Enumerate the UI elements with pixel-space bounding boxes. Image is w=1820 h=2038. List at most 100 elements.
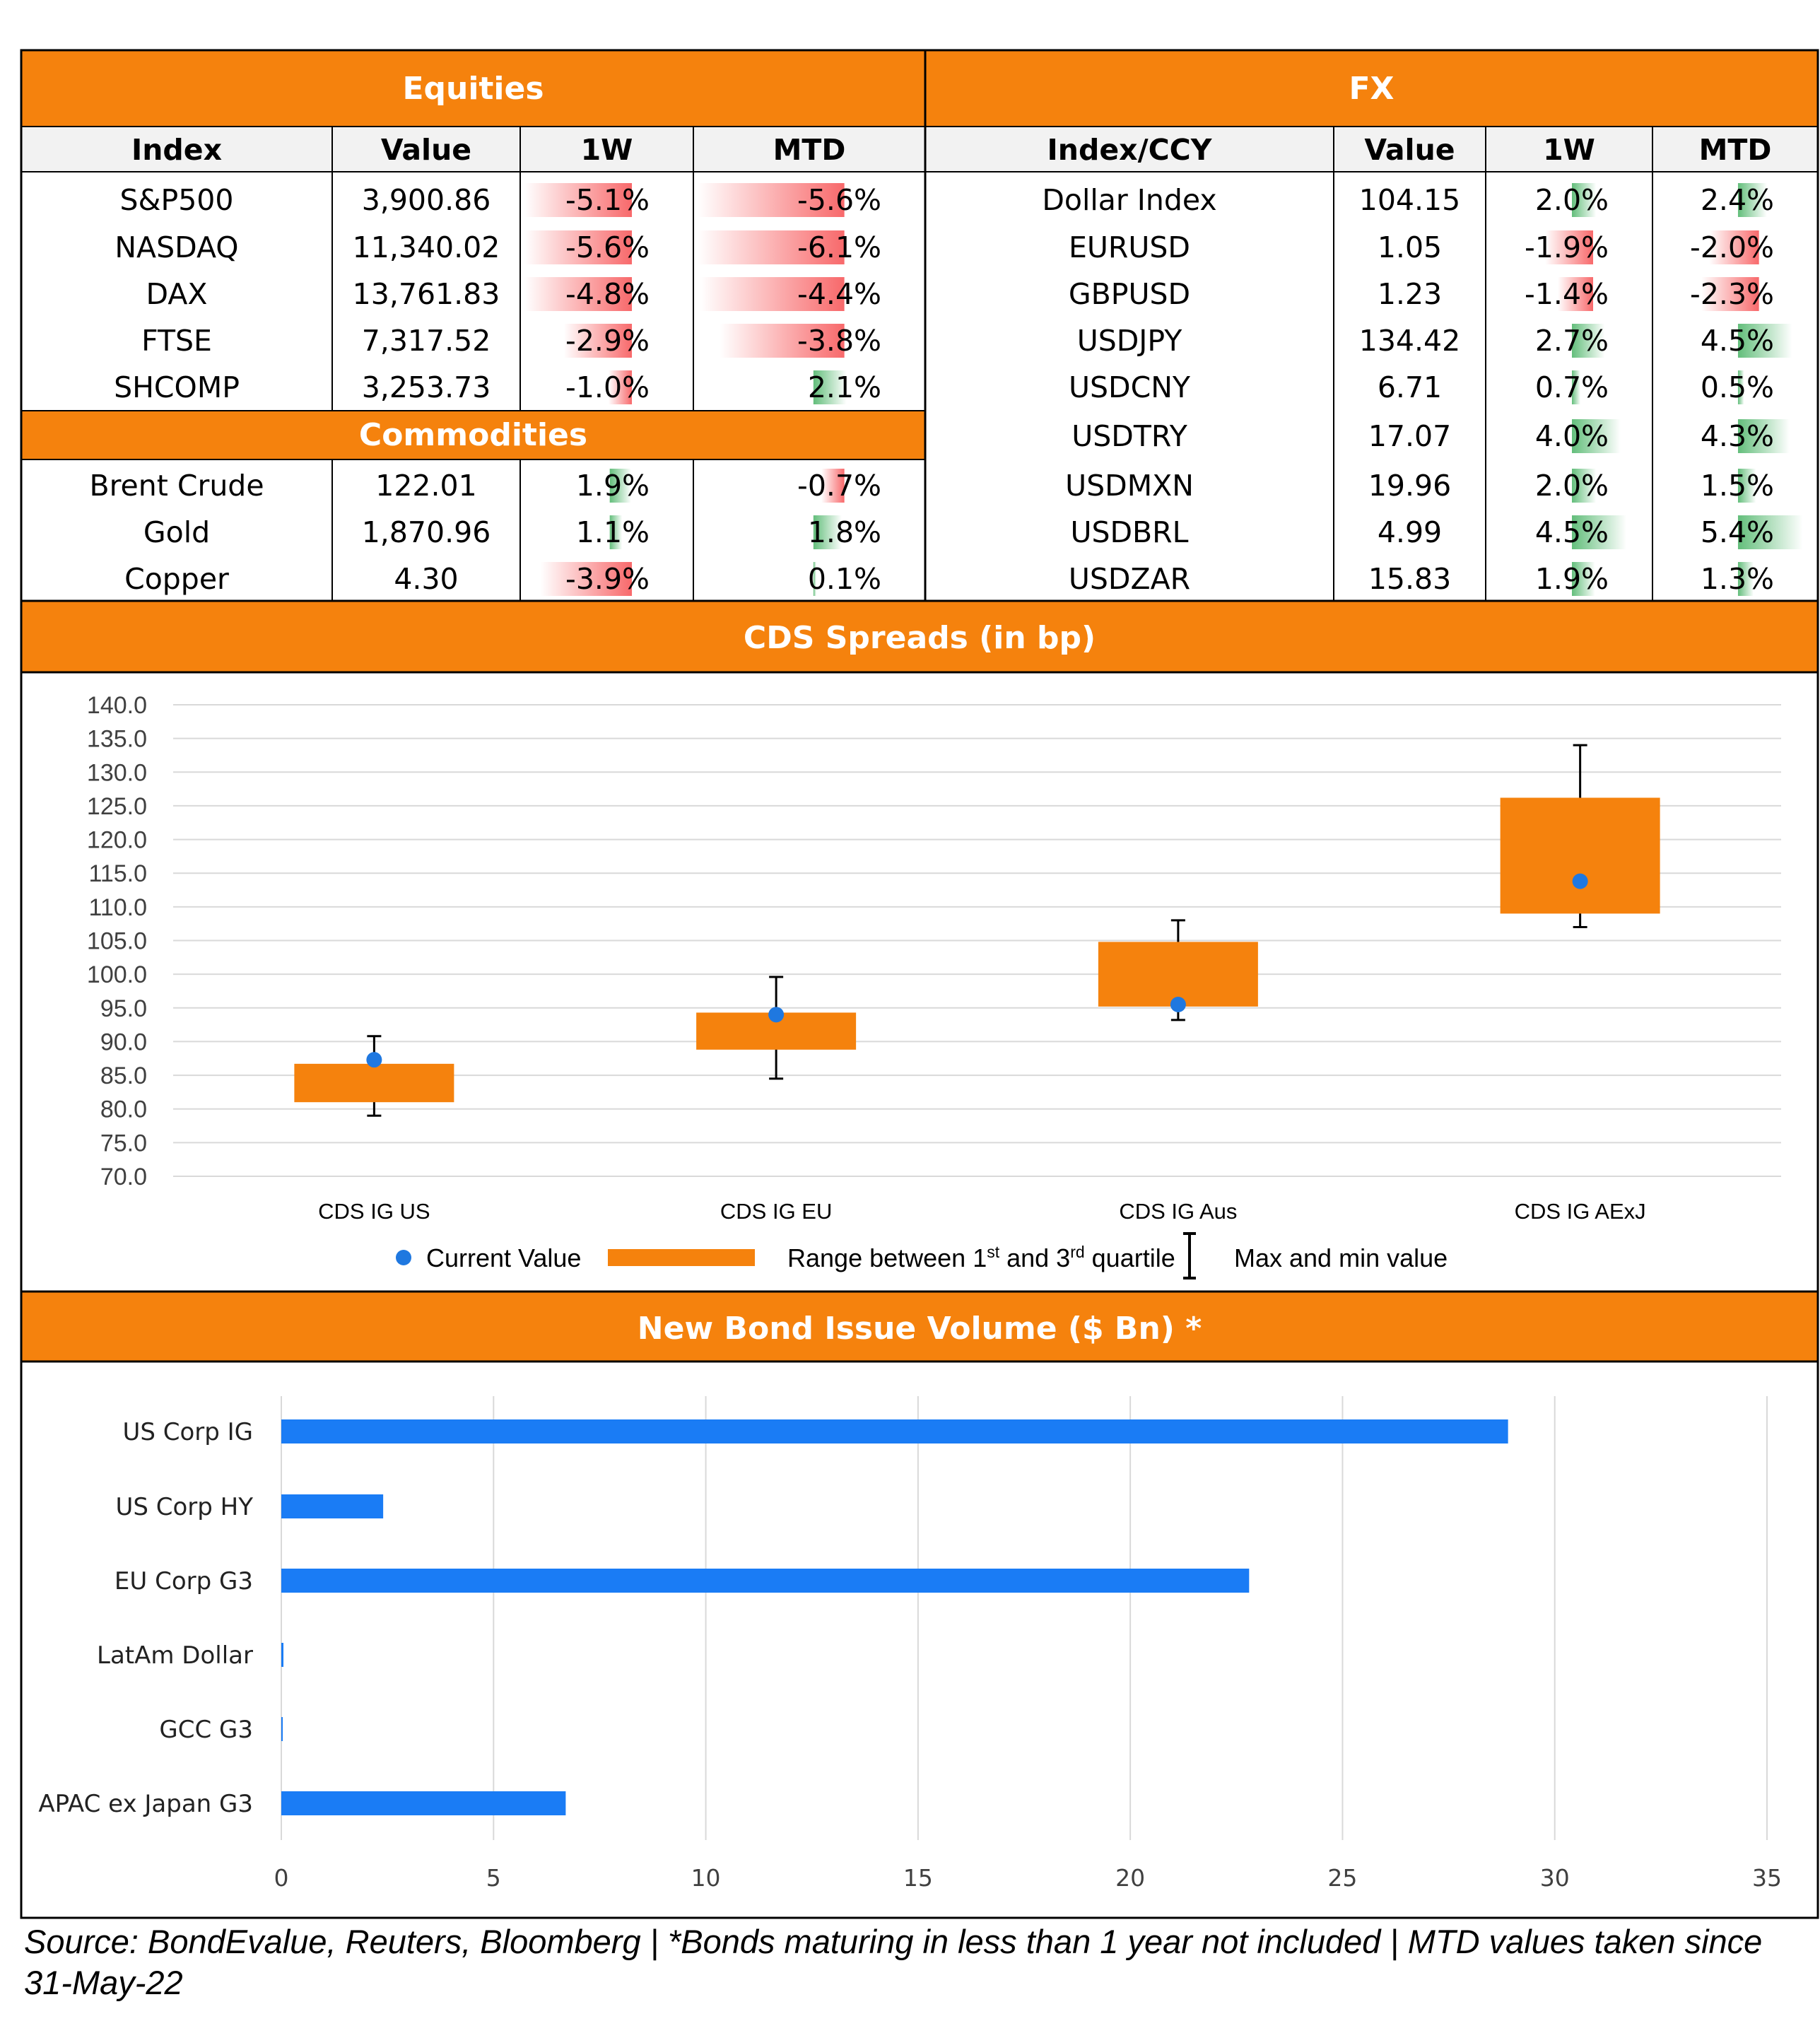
market-tables: Equities FX Index Value 1W MTD Index/CCY Value 1… bbox=[20, 49, 1819, 602]
fx-col-header: MTD bbox=[1699, 133, 1772, 167]
fx-value: 4.99 bbox=[1378, 515, 1442, 549]
equity-name: SHCOMP bbox=[114, 370, 240, 404]
positive-data-bar bbox=[1572, 183, 1597, 217]
bond-category-label: EU Corp G3 bbox=[115, 1567, 253, 1595]
positive-data-bar bbox=[1572, 562, 1595, 596]
equities-col-header: MTD bbox=[773, 133, 846, 167]
positive-data-bar bbox=[1737, 183, 1767, 217]
fx-mtd: 5.4% bbox=[1701, 515, 1774, 549]
bond-xtick-label: 5 bbox=[486, 1864, 501, 1892]
positive-data-bar bbox=[1737, 419, 1790, 453]
equity-1w: -4.8% bbox=[565, 277, 650, 311]
bond-category-label: APAC ex Japan G3 bbox=[38, 1790, 253, 1818]
equity-mtd: -6.1% bbox=[797, 230, 881, 264]
positive-data-bar bbox=[813, 370, 847, 404]
legend-current-dot bbox=[396, 1250, 411, 1265]
fx-name: USDZAR bbox=[1069, 562, 1190, 596]
equity-value: 13,761.83 bbox=[353, 277, 500, 311]
equity-value: 7,317.52 bbox=[362, 324, 491, 358]
equities-col-header: 1W bbox=[581, 133, 633, 167]
positive-data-bar bbox=[1737, 562, 1754, 596]
fx-name: USDBRL bbox=[1070, 515, 1188, 549]
fx-title: FX bbox=[1349, 71, 1395, 107]
cds-box bbox=[1098, 942, 1258, 1007]
cds-current-dot bbox=[366, 1052, 382, 1068]
commodity-name: Gold bbox=[143, 515, 210, 549]
fx-1w: 2.7% bbox=[1535, 324, 1609, 358]
equity-name: DAX bbox=[146, 277, 208, 311]
negative-data-bar bbox=[698, 230, 845, 264]
cds-ytick-label: 140.0 bbox=[87, 692, 147, 719]
legend-superscript: rd bbox=[1070, 1243, 1084, 1261]
fx-col-header: Value bbox=[1364, 133, 1455, 167]
fx-name: USDTRY bbox=[1072, 419, 1188, 453]
cds-ytick-label: 135.0 bbox=[87, 726, 147, 753]
fx-value: 1.05 bbox=[1378, 230, 1442, 264]
cds-ytick-label: 120.0 bbox=[87, 827, 147, 854]
fx-mtd: 1.3% bbox=[1701, 562, 1774, 596]
fx-mtd: -2.3% bbox=[1690, 277, 1774, 311]
source-footnote: Source: BondEvalue, Reuters, Bloomberg |… bbox=[24, 1923, 1763, 2001]
bond-xtick-label: 15 bbox=[903, 1864, 933, 1892]
cds-category-label: CDS IG AExJ bbox=[1515, 1199, 1646, 1224]
equity-1w: -5.1% bbox=[565, 183, 650, 217]
fx-mtd: 4.3% bbox=[1701, 419, 1774, 453]
equity-value: 3,900.86 bbox=[362, 183, 491, 217]
negative-data-bar bbox=[524, 183, 633, 217]
fx-name: GBPUSD bbox=[1069, 277, 1190, 311]
bond-chart-title: New Bond Issue Volume ($ Bn) * bbox=[638, 1311, 1202, 1347]
cds-ytick-label: 85.0 bbox=[100, 1062, 147, 1089]
cds-ytick-label: 115.0 bbox=[88, 860, 147, 887]
commodity-1w: 1.9% bbox=[576, 469, 650, 503]
negative-data-bar bbox=[563, 324, 633, 358]
cds-ytick-label: 70.0 bbox=[100, 1164, 147, 1190]
equity-name: S&P500 bbox=[120, 183, 234, 217]
positive-data-bar bbox=[1737, 324, 1792, 358]
negative-data-bar bbox=[1708, 230, 1759, 264]
bond-category-label: US Corp HY bbox=[115, 1493, 253, 1521]
cds-spreads-section: CDS Spreads (in bp) 70.0 75.0 80.0 85.0 90.0 9… bbox=[20, 599, 1819, 1293]
fx-1w: 2.0% bbox=[1535, 469, 1609, 503]
negative-data-bar bbox=[698, 183, 845, 217]
fx-mtd: 0.5% bbox=[1701, 370, 1774, 404]
fx-name: USDJPY bbox=[1077, 324, 1183, 358]
bond-xtick-label: 10 bbox=[691, 1864, 721, 1892]
equities-col-header: Value bbox=[381, 133, 471, 167]
cds-box bbox=[294, 1063, 454, 1103]
bond-category-label: GCC G3 bbox=[159, 1716, 253, 1744]
cds-title-band bbox=[20, 599, 1819, 674]
bond-xtick-label: 0 bbox=[274, 1864, 289, 1892]
fx-name: USDCNY bbox=[1069, 370, 1191, 404]
fx-mtd: 2.4% bbox=[1701, 183, 1774, 217]
cds-current-dot bbox=[768, 1007, 785, 1023]
commodity-name: Copper bbox=[124, 562, 229, 596]
legend-text: quartile bbox=[1085, 1243, 1175, 1272]
bond-category-label: US Corp IG bbox=[122, 1418, 253, 1446]
positive-data-bar bbox=[1572, 469, 1597, 503]
cds-category-label: CDS IG US bbox=[318, 1199, 430, 1224]
negative-data-bar bbox=[1545, 230, 1593, 264]
equities-col-header: Index bbox=[131, 133, 222, 167]
cds-ytick-label: 90.0 bbox=[100, 1029, 147, 1055]
fx-value: 19.96 bbox=[1368, 469, 1451, 503]
cds-ytick-label: 80.0 bbox=[100, 1096, 147, 1123]
bond-category-label: LatAm Dollar bbox=[97, 1641, 253, 1670]
commodity-1w: -3.9% bbox=[565, 562, 650, 596]
commodity-value: 122.01 bbox=[375, 469, 476, 503]
bond-chart-frame bbox=[20, 1360, 1819, 1919]
commodity-mtd: -0.7% bbox=[797, 469, 881, 503]
fx-1w: 1.9% bbox=[1535, 562, 1609, 596]
cds-chart-title: CDS Spreads (in bp) bbox=[744, 620, 1096, 656]
cds-chart-frame bbox=[20, 671, 1819, 1293]
legend-maxmin-label: Max and min value bbox=[1234, 1243, 1448, 1272]
legend-text: and 3 bbox=[999, 1243, 1070, 1272]
positive-data-bar bbox=[1572, 515, 1627, 549]
bond-bar bbox=[281, 1643, 284, 1667]
negative-data-bar bbox=[524, 277, 633, 311]
commodities-title: Commodities bbox=[359, 417, 587, 453]
bond-xtick-label: 30 bbox=[1540, 1864, 1570, 1892]
bond-bar bbox=[281, 1791, 566, 1815]
equity-1w: -2.9% bbox=[565, 324, 650, 358]
positive-data-bar bbox=[813, 515, 842, 549]
commodity-1w: 1.1% bbox=[576, 515, 650, 549]
